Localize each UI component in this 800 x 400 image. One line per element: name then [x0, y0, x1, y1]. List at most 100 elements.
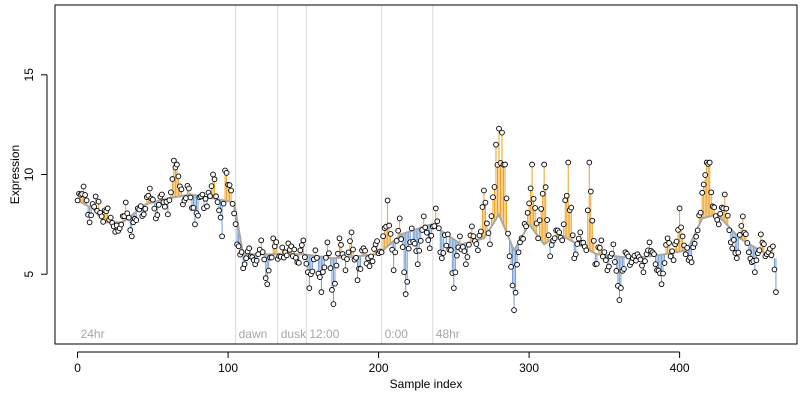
data-point — [402, 291, 409, 297]
data-point — [738, 223, 745, 229]
region-label: 12:00 — [309, 327, 339, 341]
y-axis: 5 10 15 — [22, 68, 48, 278]
data-point — [253, 257, 260, 264]
data-point — [262, 275, 269, 282]
data-point — [482, 199, 489, 206]
data-point — [520, 236, 526, 242]
data-point — [583, 247, 590, 254]
data-point — [526, 200, 532, 207]
x-tick-label: 300 — [519, 361, 539, 375]
data-point — [408, 225, 415, 232]
data-point — [693, 233, 700, 240]
data-point — [505, 230, 511, 237]
data-point — [420, 213, 427, 220]
data-point — [551, 235, 558, 242]
data-point — [515, 249, 522, 256]
data-point — [596, 244, 603, 251]
data-point — [535, 235, 541, 242]
data-point — [509, 282, 516, 289]
data-point — [122, 199, 129, 206]
data-point — [679, 233, 686, 240]
data-point — [186, 185, 192, 192]
data-point — [438, 255, 445, 262]
data-point — [228, 187, 234, 194]
data-point — [241, 261, 248, 268]
data-point — [454, 252, 460, 259]
data-point — [398, 236, 405, 242]
data-point — [378, 249, 385, 256]
data-point — [369, 258, 376, 265]
data-point — [464, 254, 471, 260]
data-point — [190, 204, 197, 211]
data-point — [265, 267, 272, 274]
data-point — [86, 219, 93, 226]
data-point — [523, 223, 529, 230]
data-point — [503, 195, 510, 202]
data-point — [395, 227, 402, 234]
data-points — [74, 125, 779, 313]
data-point — [735, 249, 742, 256]
data-point — [329, 287, 335, 293]
data-point — [538, 206, 544, 212]
data-point — [733, 255, 740, 262]
data-point — [426, 245, 433, 252]
data-point — [146, 185, 153, 192]
data-point — [229, 201, 236, 207]
data-point — [125, 214, 132, 221]
data-point — [688, 259, 695, 266]
data-point — [475, 247, 481, 254]
data-point — [721, 191, 728, 198]
data-point — [491, 184, 498, 190]
data-point — [348, 229, 355, 236]
data-point — [499, 129, 505, 136]
data-point — [563, 192, 570, 199]
data-point — [98, 213, 105, 220]
data-point — [532, 205, 538, 211]
data-point — [730, 236, 737, 243]
data-point — [366, 263, 373, 270]
data-point — [432, 205, 439, 212]
data-point — [618, 285, 624, 291]
data-point — [162, 203, 168, 210]
data-point — [572, 251, 579, 258]
data-point — [336, 235, 343, 242]
data-point — [669, 248, 675, 255]
data-point — [708, 189, 715, 196]
data-point — [169, 176, 176, 182]
data-point — [107, 214, 114, 221]
x-axis: 0 100 200 300 400 — [74, 351, 690, 375]
data-point — [300, 237, 307, 244]
data-point — [258, 237, 265, 244]
data-point — [219, 233, 225, 240]
data-point — [374, 238, 380, 244]
data-point — [726, 227, 733, 234]
data-point — [232, 221, 239, 227]
data-point — [461, 248, 468, 255]
data-point — [171, 157, 177, 164]
data-point — [670, 257, 677, 264]
data-point — [447, 247, 454, 253]
data-point — [357, 266, 364, 272]
data-point — [545, 232, 552, 239]
data-point — [667, 253, 674, 260]
data-point — [568, 204, 575, 211]
data-point — [127, 227, 134, 233]
data-point — [450, 285, 457, 292]
data-point — [320, 269, 326, 275]
data-point — [435, 225, 442, 232]
data-point — [590, 237, 597, 244]
data-point — [768, 252, 775, 258]
data-point — [210, 171, 216, 178]
data-point — [324, 239, 331, 246]
data-point — [166, 197, 173, 204]
data-point — [479, 204, 486, 210]
data-point — [676, 205, 683, 212]
data-point — [575, 235, 582, 242]
data-point — [83, 197, 90, 204]
data-point — [80, 183, 87, 190]
data-point — [646, 239, 653, 246]
data-point — [666, 240, 672, 246]
data-point — [92, 193, 99, 200]
data-point — [74, 197, 81, 204]
data-point — [642, 258, 648, 264]
